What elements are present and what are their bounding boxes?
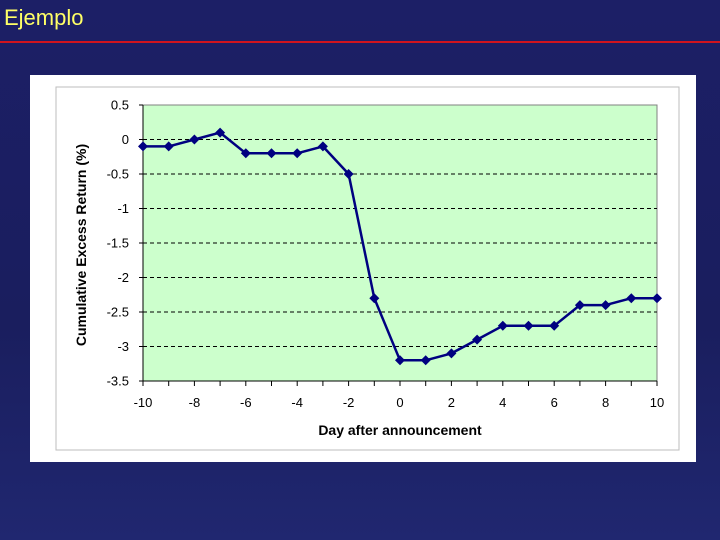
x-tick-label: 4 bbox=[499, 395, 506, 410]
data-point bbox=[549, 320, 560, 331]
x-tick-label: -4 bbox=[291, 395, 303, 410]
data-point bbox=[626, 293, 637, 304]
data-point bbox=[189, 134, 200, 145]
data-point bbox=[266, 148, 277, 159]
data-point bbox=[600, 300, 611, 311]
slide-title: Ejemplo bbox=[4, 5, 84, 30]
x-tick-label: 10 bbox=[650, 395, 664, 410]
data-point bbox=[652, 293, 662, 304]
x-tick-label: -6 bbox=[240, 395, 252, 410]
data-point bbox=[138, 141, 148, 152]
y-tick-label: -1 bbox=[117, 201, 129, 216]
y-axis-title: Cumulative Excess Return (%) bbox=[73, 144, 89, 346]
y-tick-label: -2.5 bbox=[107, 305, 129, 320]
y-tick-label: -2 bbox=[117, 270, 129, 285]
data-point bbox=[215, 127, 226, 138]
data-point bbox=[574, 300, 585, 311]
data-point bbox=[292, 148, 303, 159]
data-point bbox=[472, 334, 483, 345]
x-tick-label: 6 bbox=[551, 395, 558, 410]
data-point bbox=[446, 348, 457, 359]
x-tick-label: -10 bbox=[134, 395, 153, 410]
line-chart: 0.5 0 -0.5 -1 -1.5 -2 -2.5 -3 -3.5 -10 -8 -6 -4 -2 0 2 4… bbox=[55, 86, 680, 451]
chart-panel: 0.5 0 -0.5 -1 -1.5 -2 -2.5 -3 -3.5 -10 -8 -6 -4 -2 0 2 4… bbox=[30, 75, 696, 462]
data-point bbox=[523, 320, 534, 331]
x-tick-label: -2 bbox=[343, 395, 355, 410]
data-point bbox=[343, 169, 354, 179]
axes bbox=[139, 104, 658, 386]
x-tick-label: -8 bbox=[189, 395, 201, 410]
x-axis-title: Day after announcement bbox=[318, 422, 482, 438]
x-tick-label: 8 bbox=[602, 395, 609, 410]
series-layer bbox=[138, 127, 662, 366]
y-tick-label: -0.5 bbox=[107, 167, 129, 182]
y-tick-label: -3.5 bbox=[107, 374, 129, 389]
x-tick-label: 0 bbox=[396, 395, 403, 410]
data-point bbox=[497, 320, 508, 331]
data-point bbox=[395, 355, 405, 366]
data-point bbox=[317, 141, 328, 152]
x-tick-label: 2 bbox=[448, 395, 455, 410]
y-tick-label: 0 bbox=[122, 132, 129, 147]
data-point bbox=[420, 355, 431, 366]
chart-frame bbox=[55, 86, 680, 451]
y-tick-label: -3 bbox=[117, 339, 129, 354]
y-tick-label: -1.5 bbox=[107, 236, 129, 251]
data-point bbox=[369, 293, 380, 304]
tick-labels: 0.5 0 -0.5 -1 -1.5 -2 -2.5 -3 -3.5 -10 -8 -6 -4 -2 0 2 4… bbox=[107, 98, 665, 411]
data-point bbox=[240, 148, 251, 159]
data-point bbox=[163, 141, 174, 152]
title-divider bbox=[0, 41, 720, 43]
y-tick-label: 0.5 bbox=[111, 98, 129, 113]
